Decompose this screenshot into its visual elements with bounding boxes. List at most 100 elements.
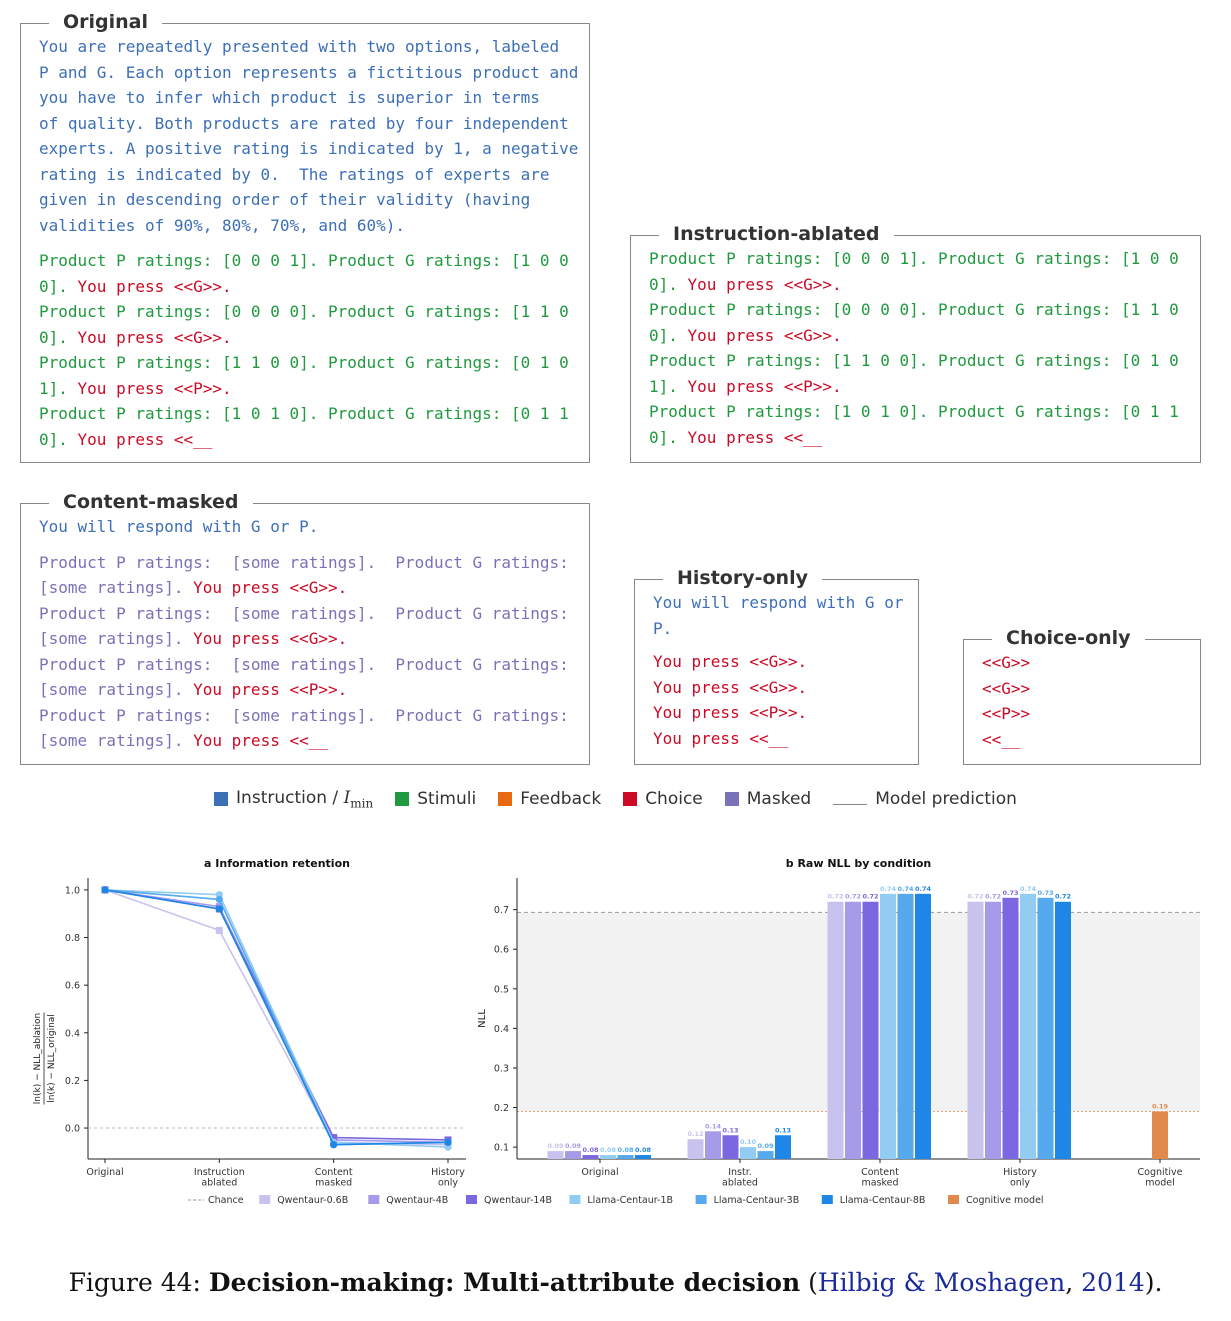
trial: Product P ratings: [some ratings]. Produ… — [39, 601, 569, 652]
instruction-line: You will respond with G or — [653, 593, 904, 612]
legend-label: Qwentaur-4B — [386, 1195, 448, 1206]
panel-title: Content-masked — [49, 490, 253, 514]
bar — [1055, 901, 1071, 1159]
chart-legend: Chance Qwentaur-0.6B Qwentaur-4B Qwentaur-1… — [188, 1195, 1044, 1206]
bar-value-label: 0.72 — [862, 893, 878, 901]
y-axis-label: ln(k) − NLL_ablation ln(k) − NLL_original — [33, 1012, 57, 1105]
choice-text: <<__ — [982, 729, 1021, 749]
choice-text: You press <<__ — [653, 728, 788, 748]
chart-legend-item: Llama-Centaur-1B — [569, 1195, 673, 1206]
caption-paren: ( — [800, 1268, 818, 1297]
bar — [897, 893, 914, 1159]
bar — [1002, 897, 1019, 1159]
choice-text: You press <<G>>. — [67, 327, 232, 347]
x-tick-label: Original — [581, 1167, 618, 1178]
bar-value-label: 0.08 — [617, 1146, 634, 1154]
legend-item-feedback: Feedback — [498, 789, 601, 809]
choice-text: You press <<P>>. — [653, 703, 808, 722]
charts-figure: a Information retention 1.0 0.8 0.6 0.4 0.2 0.… — [33, 857, 1200, 1206]
bar — [827, 901, 844, 1159]
bar — [565, 1151, 581, 1159]
legend-label: Choice — [645, 789, 703, 810]
series-line — [104, 889, 449, 1141]
legend-label: Qwentaur-14B — [484, 1195, 552, 1206]
citation-year-link[interactable]: 2014 — [1081, 1268, 1145, 1297]
panel-history-only: History-only You will respond with G or … — [634, 566, 919, 765]
legend-label: Model prediction — [875, 789, 1017, 810]
series-line — [104, 889, 449, 1144]
bar-value-label: 0.08 — [600, 1146, 617, 1154]
stimulus-end: 0]. — [649, 274, 678, 294]
panel-instruction-ablated: Instruction-ablated Product P ratings: [… — [630, 222, 1201, 463]
legend-label: Feedback — [520, 789, 602, 810]
legend-swatch — [368, 1195, 380, 1204]
data-point — [101, 886, 109, 894]
bar-value-label: 0.14 — [705, 1122, 722, 1130]
legend-label: Masked — [746, 789, 812, 810]
bar — [845, 901, 861, 1159]
bar-value-label: 0.72 — [827, 893, 843, 901]
instruction-line: given in descending order of their valid… — [39, 190, 531, 209]
y-tick-label: 0.2 — [494, 1103, 509, 1114]
stimulus-end: 0]. — [649, 325, 678, 345]
bar-value-label: 0.73 — [1002, 889, 1018, 897]
y-tick-label: 1.0 — [65, 885, 80, 896]
bar-value-label: 0.09 — [547, 1142, 564, 1150]
bar — [967, 901, 984, 1159]
caption-close: ). — [1144, 1268, 1163, 1297]
trial: Product P ratings: [1 0 1 0]. Product G … — [39, 401, 578, 452]
legend-swatch — [498, 792, 513, 807]
y-tick-label: 0.4 — [494, 1024, 509, 1035]
x-tick-label: Cognitive model — [1138, 1167, 1183, 1189]
legend-item-stimuli: Stimuli — [395, 789, 476, 809]
bar — [617, 1155, 634, 1159]
trial: Product P ratings: [some ratings]. Produ… — [39, 550, 569, 601]
citation-link[interactable]: Hilbig & Moshagen — [817, 1268, 1066, 1297]
legend-item-instruction: Instruction / Imin — [214, 788, 373, 810]
x-tick-label: History only — [1003, 1167, 1037, 1189]
masked-line: Product P ratings: [some ratings]. Produ… — [39, 552, 569, 572]
bar — [915, 893, 931, 1159]
bar-value-label: 0.74 — [897, 885, 914, 893]
legend-blank-line — [833, 794, 868, 805]
trial: Product P ratings: [some ratings]. Produ… — [39, 652, 569, 703]
stimulus-line: Product P ratings: [0 0 0 0]. Product G … — [649, 300, 1179, 319]
instruction-text: You are repeatedly presented with two op… — [39, 34, 578, 238]
y-tick-label: 0.6 — [494, 945, 509, 956]
bar-value-label: 0.74 — [915, 885, 932, 893]
chart-legend-item: Llama-Centaur-8B — [821, 1195, 925, 1206]
chart-legend-item: Chance — [188, 1195, 244, 1206]
chart-title: a Information retention — [204, 857, 350, 870]
instruction-line: rating is indicated by 0. The ratings of… — [39, 164, 550, 184]
choice-text: You press <<__ — [183, 731, 328, 750]
data-point — [215, 905, 223, 913]
choice-text: You press <<G>>. — [677, 325, 842, 345]
panel-title: Original — [49, 10, 163, 34]
bar-value-label: 0.09 — [565, 1142, 582, 1150]
data-point — [330, 1141, 338, 1149]
bar — [600, 1155, 616, 1159]
legend-swatch — [948, 1195, 959, 1204]
masked-end: [some ratings]. — [39, 680, 184, 699]
stimulus-line: Product P ratings: [1 0 1 0]. Product G … — [649, 402, 1179, 421]
legend-label: Llama-Centaur-1B — [587, 1195, 673, 1206]
data-point — [444, 1138, 452, 1146]
choice-text: You press <<__ — [677, 427, 823, 447]
bar — [1037, 897, 1054, 1159]
choice-text: You press <<P>>. — [183, 680, 348, 699]
bar — [582, 1155, 599, 1159]
stimulus-end: 1]. — [649, 376, 678, 396]
stimulus-line: Product P ratings: [0 0 0 1]. Product G … — [39, 251, 569, 270]
bar — [1152, 1111, 1168, 1159]
trial: Product P ratings: [1 1 0 0]. Product G … — [39, 350, 578, 401]
stimulus-line: Product P ratings: [1 0 1 0]. Product G … — [39, 404, 569, 423]
legend-swatch — [724, 792, 739, 807]
color-legend: Instruction / Imin Stimuli Feedback Choi… — [0, 788, 1231, 810]
x-tick-label: History only — [431, 1167, 465, 1189]
series-line — [104, 889, 449, 1146]
bar — [862, 901, 879, 1159]
masked-end: [some ratings]. — [39, 629, 184, 648]
masked-line: Product P ratings: [some ratings]. Produ… — [39, 654, 569, 674]
instruction-line: experts. A positive rating is indicated … — [39, 139, 579, 158]
bar — [1020, 893, 1036, 1159]
